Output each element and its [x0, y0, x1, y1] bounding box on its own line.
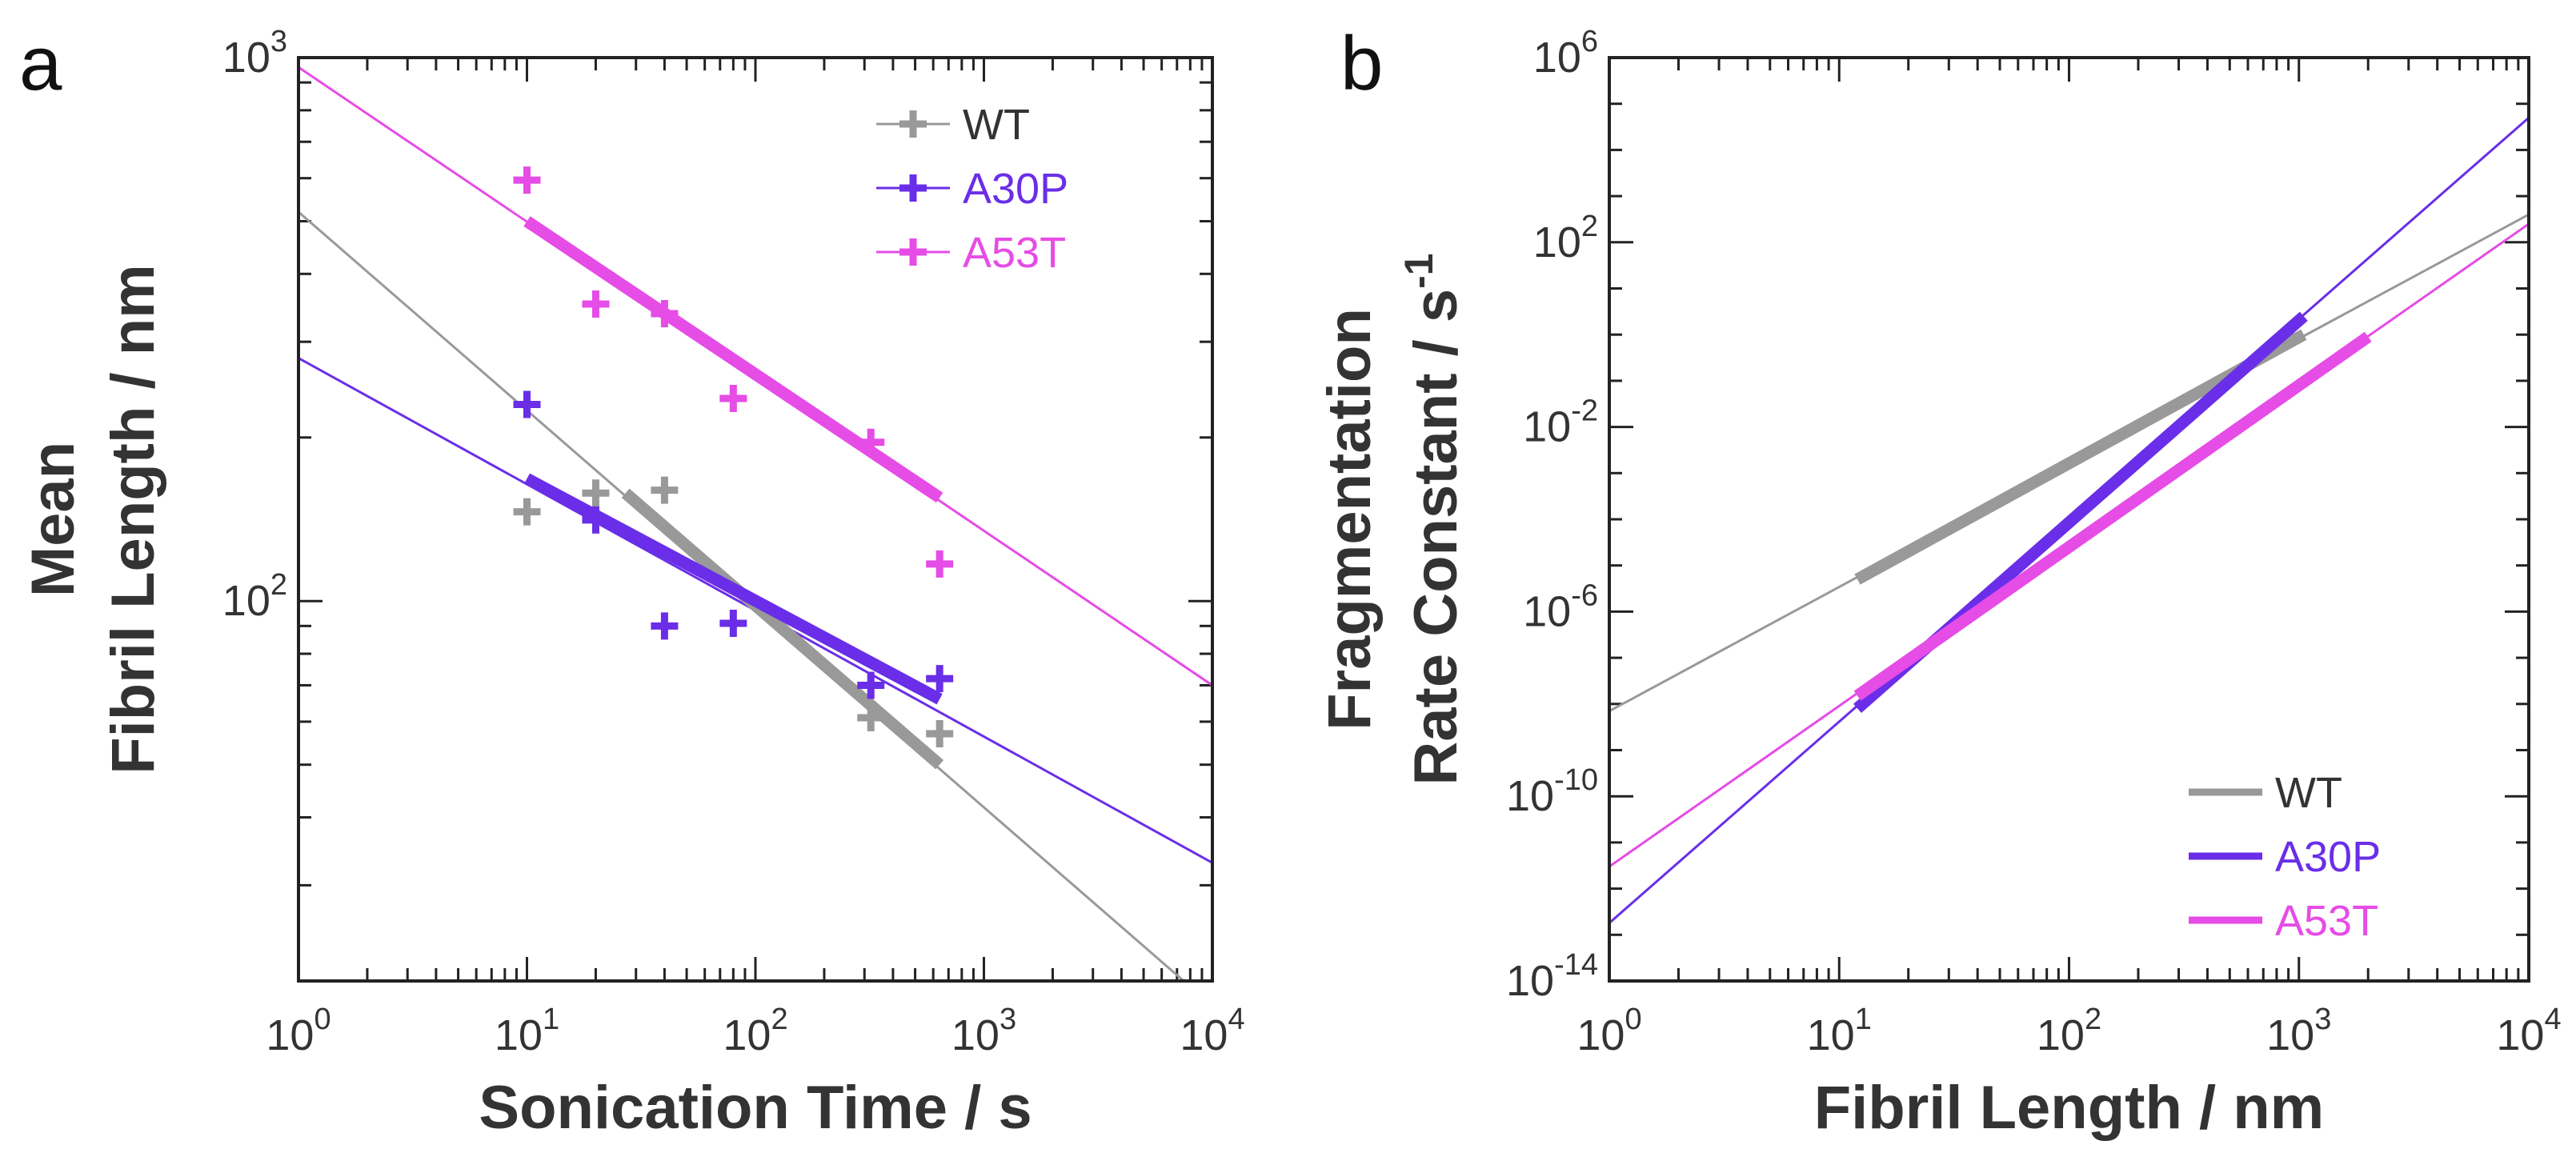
- fit-segment-a53t: [1853, 331, 2372, 701]
- y-tick-label: 102: [1533, 210, 1598, 266]
- y-tick-label: 106: [1533, 25, 1598, 82]
- fit-lines: [1609, 116, 2529, 924]
- legend-label: A30P: [963, 165, 1068, 213]
- minor-ticks: [298, 58, 1212, 981]
- legend-label: A53T: [963, 229, 1066, 277]
- x-tick-label: 104: [2496, 1003, 2561, 1059]
- y-tick-label: 103: [222, 25, 287, 82]
- x-tick-label: 101: [1807, 1003, 1872, 1059]
- y-axis-label: Fragmentation: [1316, 308, 1384, 731]
- legend-label: A53T: [2275, 897, 2378, 945]
- data-point: [926, 720, 954, 748]
- legend-item-a30p: A30P: [876, 165, 1068, 213]
- y-tick-label: 10-2: [1523, 394, 1598, 451]
- legend-label: A30P: [2275, 833, 2381, 881]
- fit-segment-a53t: [523, 216, 943, 503]
- points-a30p: [513, 390, 954, 699]
- data-point: [582, 479, 610, 507]
- data-point: [719, 384, 747, 412]
- data-point: [582, 290, 610, 318]
- x-tick-label: 103: [2266, 1003, 2331, 1059]
- y-tick-label: 102: [222, 568, 287, 625]
- x-tick-label: 104: [1180, 1003, 1244, 1059]
- major-ticks: [297, 56, 1214, 981]
- legend-label: WT: [2275, 769, 2342, 817]
- x-tick-label: 103: [951, 1003, 1016, 1059]
- y-tick-label: 10-6: [1523, 578, 1598, 635]
- data-point: [651, 476, 679, 504]
- y-axis-label: Rate Constant / s-1: [1396, 253, 1470, 785]
- data-point: [651, 299, 679, 327]
- plot-frame: [1608, 56, 2530, 983]
- data-point: [651, 612, 679, 640]
- x-axis-label: Fibril Length / nm: [1814, 1074, 2325, 1142]
- points-wt: [513, 476, 954, 748]
- legend-label: WT: [963, 101, 1030, 149]
- panel-b-chart: b 100 101 102 103 104 10-14 10-10 10-6 10-2 102 106…: [1316, 21, 2562, 1142]
- x-tick-label: 102: [2037, 1003, 2101, 1059]
- legend: WT A30P A53T: [876, 101, 1068, 277]
- data-point: [582, 506, 610, 534]
- x-axis-label: Sonication Time / s: [479, 1074, 1032, 1142]
- legend-item-a53t: A53T: [2189, 897, 2378, 945]
- legend: WT A30P A53T: [2189, 769, 2381, 945]
- data-point: [513, 390, 541, 418]
- legend-item-a30p: A30P: [2189, 833, 2381, 881]
- data-point: [513, 498, 541, 526]
- x-tick-label: 100: [266, 1003, 331, 1059]
- panel-label: a: [19, 21, 62, 106]
- y-axis-label: Mean: [19, 442, 87, 597]
- data-point: [719, 610, 747, 638]
- data-point: [857, 428, 885, 456]
- x-tick-label: 101: [495, 1003, 559, 1059]
- x-tick-label: 102: [723, 1003, 787, 1059]
- data-point: [926, 665, 954, 693]
- plot-frame: [297, 56, 1214, 983]
- data-point: [857, 704, 885, 732]
- legend-item-wt: WT: [876, 101, 1030, 149]
- legend-item-wt: WT: [2189, 769, 2342, 817]
- fit-segment-wt: [621, 488, 944, 770]
- minor-ticks: [1609, 58, 2529, 981]
- y-tick-label: 10-10: [1506, 763, 1598, 820]
- data-point: [513, 166, 541, 194]
- panel-a-chart: a 100 101 102 103 104 102 103 WT A30P A53T Sonicati…: [19, 21, 1245, 1142]
- fit-segment-a30p: [523, 473, 943, 705]
- fit-lines: [298, 66, 1212, 981]
- y-tick-label: 10-14: [1506, 948, 1598, 1005]
- data-point: [857, 671, 885, 699]
- panel-label: b: [1340, 21, 1383, 106]
- legend-item-a53t: A53T: [876, 229, 1066, 277]
- y-axis-label: Fibril Length / nm: [99, 264, 167, 775]
- data-point: [926, 550, 954, 578]
- x-tick-label: 100: [1576, 1003, 1641, 1059]
- points-a53t: [513, 166, 954, 578]
